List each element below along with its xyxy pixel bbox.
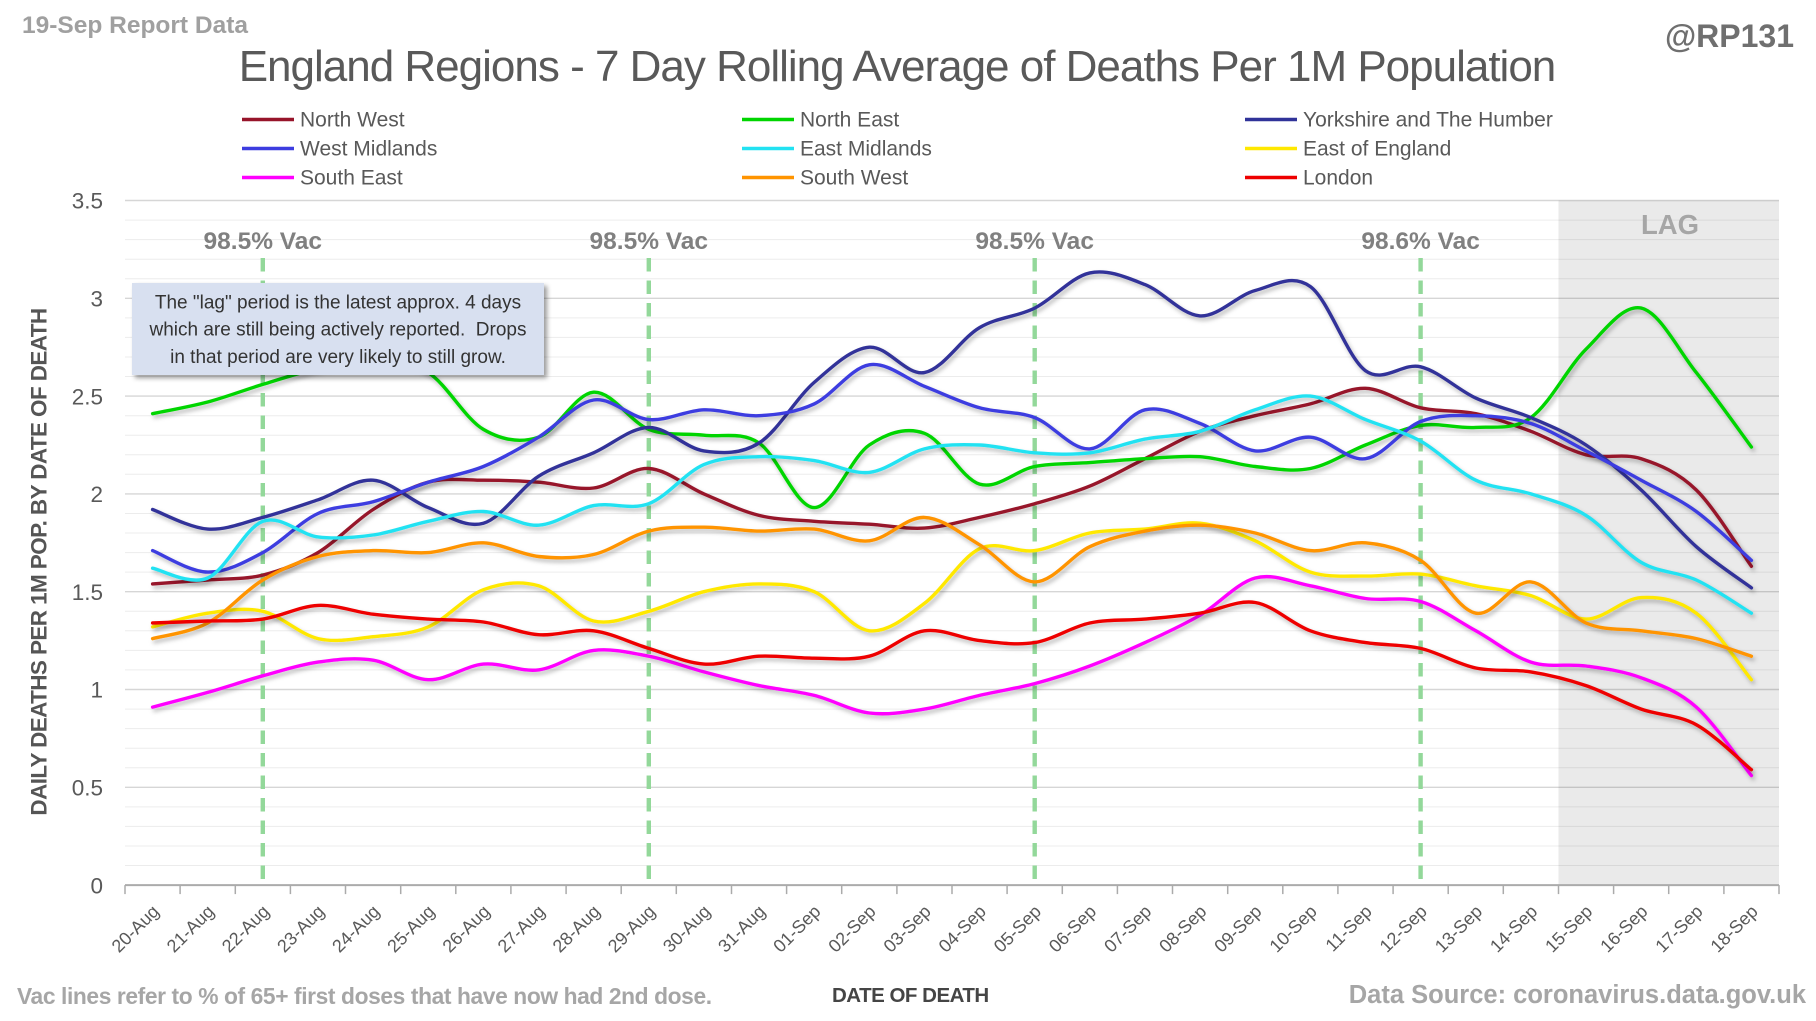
svg-text:17-Sep: 17-Sep [1651,901,1706,956]
svg-text:16-Sep: 16-Sep [1596,901,1651,956]
svg-text:25-Aug: 25-Aug [383,901,438,956]
svg-text:30-Aug: 30-Aug [659,901,714,956]
svg-text:LAG: LAG [1641,209,1699,240]
svg-text:28-Aug: 28-Aug [549,901,604,956]
svg-text:08-Sep: 08-Sep [1155,901,1210,956]
svg-text:29-Aug: 29-Aug [604,901,659,956]
svg-text:03-Sep: 03-Sep [880,901,935,956]
svg-text:North West: North West [300,108,405,131]
svg-text:The "lag" period is the latest: The "lag" period is the latest approx. 4… [155,293,521,314]
svg-text:27-Aug: 27-Aug [494,901,549,956]
svg-text:1: 1 [90,678,103,703]
svg-text:07-Sep: 07-Sep [1100,901,1155,956]
svg-text:2: 2 [90,482,103,507]
svg-text:Yorkshire and The Humber: Yorkshire and The Humber [1303,108,1553,131]
svg-text:which are still being actively: which are still being actively reported.… [148,320,526,341]
svg-text:05-Sep: 05-Sep [990,901,1045,956]
svg-text:18-Sep: 18-Sep [1707,901,1762,956]
svg-text:1.5: 1.5 [72,580,103,605]
svg-text:06-Sep: 06-Sep [1045,901,1100,956]
svg-text:24-Aug: 24-Aug [328,901,383,956]
svg-text:West Midlands: West Midlands [300,137,437,160]
svg-text:13-Sep: 13-Sep [1431,901,1486,956]
svg-text:98.5% Vac: 98.5% Vac [975,228,1094,255]
svg-text:14-Sep: 14-Sep [1486,901,1541,956]
svg-text:DAILY DEATHS PER 1M POP. BY DA: DAILY DEATHS PER 1M POP. BY DATE OF DEAT… [27,308,52,815]
svg-text:12-Sep: 12-Sep [1376,901,1431,956]
svg-text:02-Sep: 02-Sep [824,901,879,956]
svg-text:London: London [1303,166,1373,189]
svg-text:10-Sep: 10-Sep [1266,901,1321,956]
svg-text:North East: North East [800,108,899,131]
svg-text:2.5: 2.5 [72,384,103,409]
svg-text:3: 3 [90,287,103,312]
svg-text:98.5% Vac: 98.5% Vac [590,228,709,255]
svg-text:3.5: 3.5 [72,189,103,214]
svg-text:20-Aug: 20-Aug [108,901,163,956]
svg-text:South East: South East [300,166,403,189]
svg-text:21-Aug: 21-Aug [163,901,218,956]
svg-text:09-Sep: 09-Sep [1210,901,1265,956]
svg-text:22-Aug: 22-Aug [218,901,273,956]
svg-text:11-Sep: 11-Sep [1322,901,1376,955]
svg-text:in that period are very likely: in that period are very likely to still … [170,347,506,368]
svg-text:East Midlands: East Midlands [800,137,932,160]
svg-text:98.5% Vac: 98.5% Vac [204,228,323,255]
svg-text:0.5: 0.5 [72,776,103,801]
svg-text:0: 0 [90,873,103,898]
svg-text:23-Aug: 23-Aug [273,901,328,956]
svg-text:98.6% Vac: 98.6% Vac [1361,228,1480,255]
svg-text:26-Aug: 26-Aug [439,901,494,956]
svg-text:South West: South West [800,166,908,189]
svg-text:31-Aug: 31-Aug [714,901,769,956]
svg-text:East of England: East of England [1303,137,1451,160]
svg-text:04-Sep: 04-Sep [935,901,990,956]
svg-text:01-Sep: 01-Sep [769,901,824,956]
svg-text:15-Sep: 15-Sep [1541,901,1596,956]
